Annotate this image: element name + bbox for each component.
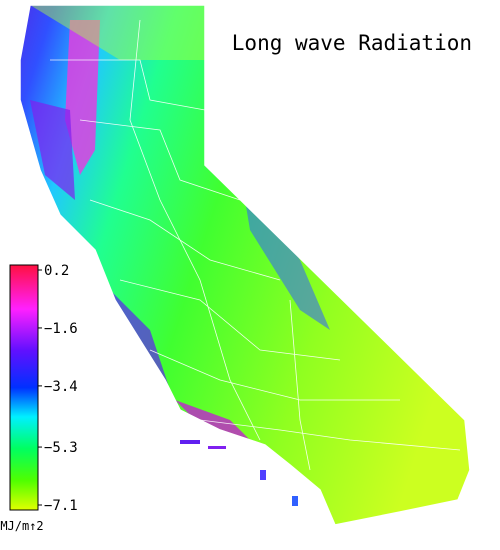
- colorbar-unit: MJ/m↑2: [0, 519, 43, 533]
- colorbar-tick-label: 0.2: [44, 263, 69, 279]
- islands: [180, 440, 298, 506]
- map-title: Long wave Radiation: [232, 31, 472, 55]
- colorbar-tick-label: −1.6: [44, 321, 78, 337]
- colorbar-tick-label: −7.1: [44, 498, 78, 514]
- colorbar-ticks: 0.2 −1.6 −3.4 −5.3 −7.1: [38, 263, 78, 514]
- colorbar-tick-label: −3.4: [44, 379, 78, 395]
- colorbar-tick-label: −5.3: [44, 440, 78, 456]
- colorbar: [9, 264, 39, 511]
